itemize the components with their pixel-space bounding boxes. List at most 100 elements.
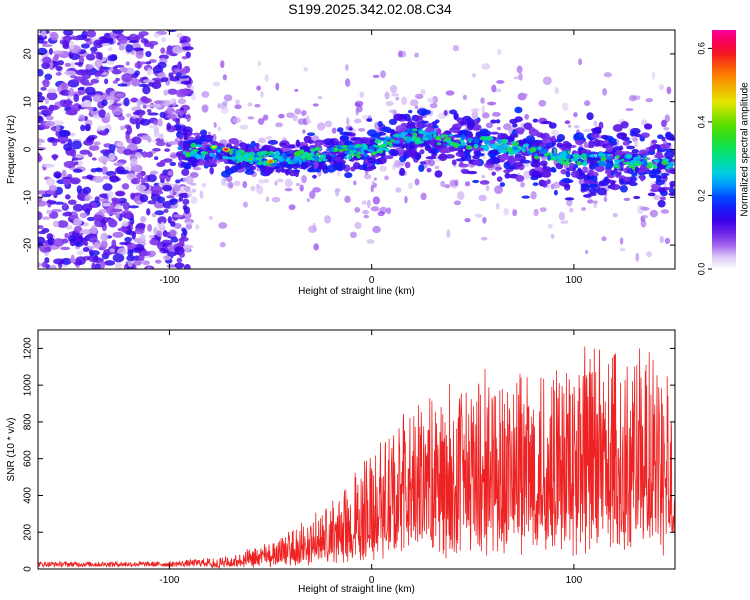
spectrogram-cell bbox=[181, 227, 187, 233]
spectrogram-cell bbox=[344, 155, 348, 160]
spectrogram-cell bbox=[74, 62, 84, 66]
spectrogram-cell bbox=[652, 164, 658, 170]
spectrogram-cell bbox=[414, 138, 422, 145]
spectrogram-cell bbox=[622, 161, 631, 165]
spectrogram-cell bbox=[658, 187, 666, 194]
spectrogram-cell bbox=[659, 235, 664, 244]
spectrogram-cell bbox=[543, 149, 549, 154]
spectrogram-cell bbox=[250, 185, 256, 192]
spectrogram-cell bbox=[277, 156, 281, 161]
spectrogram-cell bbox=[405, 137, 412, 144]
spectrogram-cell bbox=[126, 254, 136, 262]
colorbar: 0.0 0.2 0.4 0.6 Normalized spectral amplitud… bbox=[696, 30, 750, 275]
spectrogram-cell bbox=[353, 162, 361, 170]
spectrogram-cell bbox=[201, 90, 210, 98]
spectrogram-cell bbox=[528, 128, 540, 137]
spectrogram-cell bbox=[98, 155, 109, 164]
spectrogram-cell bbox=[240, 150, 246, 154]
spectrogram-cell bbox=[497, 132, 506, 140]
spectrogram-cell bbox=[81, 71, 92, 80]
spectrogram-cell bbox=[434, 165, 440, 170]
spectrogram-cell bbox=[158, 133, 164, 140]
spectrogram-cell bbox=[47, 237, 56, 246]
spectrogram-cell bbox=[646, 251, 652, 258]
spectrogram-cell bbox=[633, 140, 639, 148]
spectrogram-cell bbox=[350, 146, 356, 151]
spectrogram-cell bbox=[239, 124, 249, 130]
spectrogram-cell bbox=[307, 167, 315, 173]
spectrogram-cell bbox=[168, 244, 174, 253]
spectrogram-cell bbox=[73, 154, 85, 158]
spectrogram-cell bbox=[323, 138, 335, 145]
spectrogram-cell bbox=[111, 197, 119, 203]
spectrogram-cell bbox=[44, 97, 50, 105]
spectrogram-cell bbox=[612, 124, 623, 132]
x-axis-label: Height of straight line (km) bbox=[298, 584, 415, 595]
spectrogram-cell bbox=[195, 224, 200, 230]
spectrogram-cell bbox=[123, 149, 133, 156]
spectrogram-cell bbox=[640, 206, 647, 211]
spectrogram-cell bbox=[481, 63, 491, 70]
x-axis-label: Height of straight line (km) bbox=[298, 286, 415, 297]
spectrogram-cell bbox=[185, 151, 190, 158]
spectrogram-cell bbox=[191, 92, 196, 101]
spectrogram-cell bbox=[99, 65, 104, 74]
spectrogram-cell bbox=[392, 143, 402, 147]
spectrogram-cell bbox=[287, 150, 291, 155]
spectrogram-cell bbox=[86, 30, 97, 38]
spectrogram-cell bbox=[121, 183, 130, 190]
spectrogram-cell bbox=[42, 163, 55, 168]
spectrogram-cell bbox=[573, 112, 578, 118]
spectrogram-cell bbox=[56, 220, 69, 228]
spectrogram-cell bbox=[391, 93, 400, 97]
x-tick-label: -100 bbox=[159, 575, 179, 586]
spectrogram-cell bbox=[48, 47, 54, 55]
spectrogram-cell bbox=[134, 227, 145, 235]
spectrogram-cell bbox=[583, 141, 588, 149]
spectrogram-cell bbox=[632, 156, 639, 161]
spectrogram-cell bbox=[488, 149, 499, 155]
spectrogram-cell bbox=[145, 61, 152, 65]
x-tick-label: -100 bbox=[159, 275, 179, 286]
colorbar-tick-label: 0.4 bbox=[696, 116, 706, 129]
spectrogram-cell bbox=[631, 171, 638, 177]
spectrogram-cell bbox=[345, 117, 350, 126]
spectrogram-cell bbox=[133, 260, 142, 266]
spectrogram-cell bbox=[263, 179, 270, 183]
spectrogram-cell bbox=[414, 52, 419, 58]
spectrogram-cell bbox=[154, 210, 165, 216]
spectrogram-cell bbox=[186, 113, 191, 123]
spectrogram-cell bbox=[126, 242, 137, 249]
spectrogram-cell bbox=[125, 113, 132, 118]
spectrogram-cell bbox=[363, 152, 368, 158]
spectrogram-cell bbox=[147, 174, 157, 183]
spectrogram-cell bbox=[482, 216, 487, 224]
colorbar-tick-label: 0.2 bbox=[696, 189, 706, 202]
spectrogram-cell bbox=[568, 162, 574, 171]
spectrogram-cell bbox=[443, 184, 451, 189]
spectrogram-cell bbox=[603, 139, 609, 145]
spectrogram-cell bbox=[100, 208, 107, 213]
y-tick-label: 200 bbox=[23, 523, 34, 540]
spectrogram-cell bbox=[159, 159, 166, 165]
spectrogram-cell bbox=[385, 101, 394, 107]
spectrogram-cell bbox=[602, 88, 608, 96]
spectrogram-cell bbox=[502, 144, 509, 149]
spectrogram-cell bbox=[301, 175, 307, 184]
spectrogram-cell bbox=[89, 250, 100, 256]
spectrogram-cell bbox=[478, 194, 487, 202]
spectrogram-cell bbox=[117, 227, 128, 232]
spectrogram-cell bbox=[298, 159, 302, 165]
spectrogram-cell bbox=[119, 125, 125, 131]
spectrogram-cell bbox=[265, 136, 273, 140]
spectrogram-cell bbox=[222, 74, 227, 81]
spectrogram-cell bbox=[371, 181, 375, 185]
spectrogram-cell bbox=[64, 70, 77, 76]
spectrogram-cell bbox=[170, 237, 179, 243]
spectrogram-cell bbox=[312, 186, 321, 193]
spectrogram-cell bbox=[241, 160, 248, 168]
spectrogram-cell bbox=[263, 169, 271, 176]
spectrogram-cell bbox=[518, 73, 523, 81]
spectrogram-cell bbox=[420, 192, 427, 201]
spectrogram-cell bbox=[414, 115, 424, 121]
